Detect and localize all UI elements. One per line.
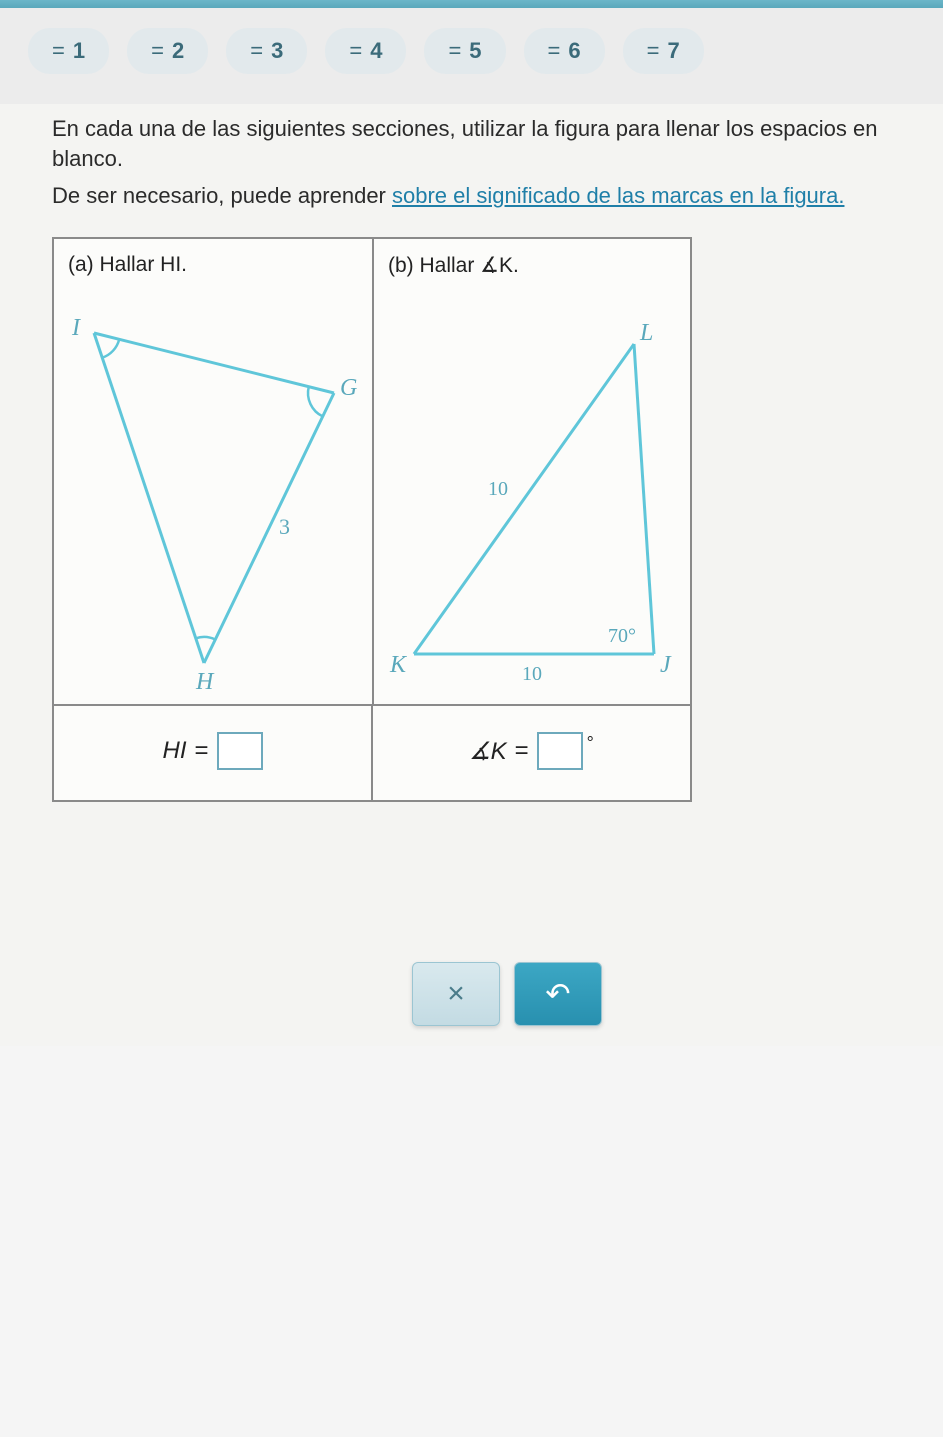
instruction-line2: De ser necesario, puede aprender sobre e… <box>52 181 903 211</box>
svg-text:G: G <box>340 375 357 401</box>
tab-prefix: = <box>151 38 164 64</box>
close-icon: × <box>447 977 465 1011</box>
header-a: (a) Hallar HI. <box>54 239 372 283</box>
tab-4[interactable]: =4 <box>325 28 406 74</box>
tab-prefix: = <box>52 38 65 64</box>
tab-7[interactable]: =7 <box>623 28 704 74</box>
cell-a: (a) Hallar HI. I G H 3 <box>54 239 374 704</box>
header-b: (b) Hallar ∡K. <box>374 239 692 284</box>
tab-prefix: = <box>448 38 461 64</box>
question-tabs: =1 =2 =3 =4 =5 =6 =7 <box>0 8 943 104</box>
tab-prefix: = <box>647 38 660 64</box>
help-link[interactable]: sobre el significado de las marcas en la… <box>392 183 844 208</box>
tab-label: 5 <box>469 38 481 64</box>
svg-text:10: 10 <box>488 478 508 500</box>
tab-prefix: = <box>250 38 263 64</box>
cell-b: (b) Hallar ∡K. L K J 10 10 70° <box>374 239 692 704</box>
answer-a: HI = <box>54 706 373 800</box>
svg-text:H: H <box>195 669 215 695</box>
answers-row: HI = ∡K = ° <box>54 704 690 800</box>
tab-prefix: = <box>349 38 362 64</box>
problem-figures-row: (a) Hallar HI. I G H 3 (b) Hallar ∡K. L K J 10… <box>54 239 690 704</box>
svg-text:3: 3 <box>279 514 290 539</box>
tab-label: 4 <box>370 38 382 64</box>
svg-text:K: K <box>389 652 408 678</box>
tab-5[interactable]: =5 <box>424 28 505 74</box>
svg-text:J: J <box>660 652 672 678</box>
svg-text:70°: 70° <box>608 625 636 647</box>
figure-a: I G H 3 <box>54 283 372 703</box>
instruction-line1: En cada una de las siguientes secciones,… <box>52 114 903 173</box>
undo-icon: ↶ <box>545 977 570 1012</box>
triangle-a-svg: I G H 3 <box>54 283 372 703</box>
answer-b-label: ∡K <box>469 737 507 766</box>
tab-label: 7 <box>668 38 680 64</box>
reset-button[interactable]: × <box>412 962 500 1026</box>
action-buttons: × ↶ <box>412 962 903 1026</box>
top-accent-bar <box>0 0 943 8</box>
tab-6[interactable]: =6 <box>524 28 605 74</box>
problem-box: (a) Hallar HI. I G H 3 (b) Hallar ∡K. L K J 10… <box>52 237 692 802</box>
content-area: En cada una de las siguientes secciones,… <box>0 104 943 1046</box>
equals-sign: = <box>194 737 208 765</box>
triangle-b-svg: L K J 10 10 70° <box>374 284 692 704</box>
svg-text:L: L <box>639 320 653 346</box>
equals-sign: = <box>515 737 529 765</box>
svg-text:I: I <box>71 315 81 341</box>
instruction-line2-prefix: De ser necesario, puede aprender <box>52 183 392 208</box>
answer-a-label: HI <box>162 737 186 765</box>
tab-prefix: = <box>548 38 561 64</box>
tab-label: 6 <box>568 38 580 64</box>
tab-label: 1 <box>73 38 85 64</box>
tab-2[interactable]: =2 <box>127 28 208 74</box>
tab-label: 3 <box>271 38 283 64</box>
figure-b: L K J 10 10 70° <box>374 284 692 704</box>
undo-button[interactable]: ↶ <box>514 962 602 1026</box>
tab-label: 2 <box>172 38 184 64</box>
svg-text:10: 10 <box>522 663 542 685</box>
degree-unit: ° <box>587 733 594 754</box>
tab-3[interactable]: =3 <box>226 28 307 74</box>
answer-b-input[interactable] <box>537 732 583 770</box>
answer-b: ∡K = ° <box>373 706 690 800</box>
tab-1[interactable]: =1 <box>28 28 109 74</box>
answer-a-input[interactable] <box>217 732 263 770</box>
